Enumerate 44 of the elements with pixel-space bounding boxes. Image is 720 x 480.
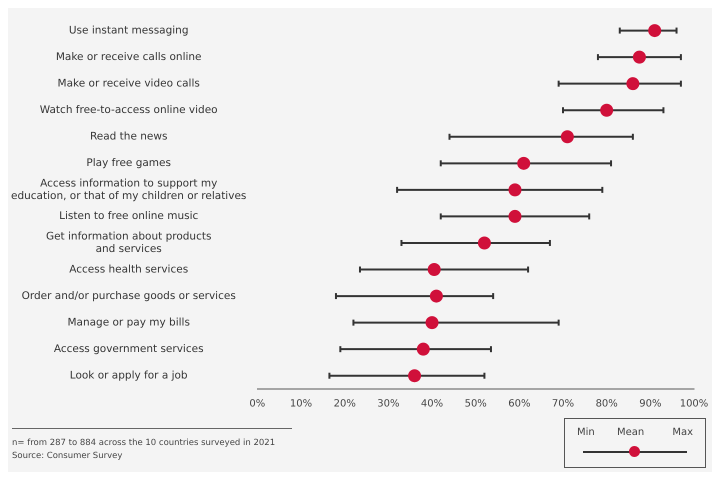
text: Max	[672, 427, 693, 438]
x-tick-label: 90%	[639, 398, 662, 410]
y-tick-label: Manage or pay my bills	[67, 316, 190, 328]
x-tick-label: 100%	[680, 398, 708, 410]
y-tick-label: Make or receive video calls	[58, 77, 200, 90]
y-tick-label: Play free games	[86, 157, 171, 170]
y-tick-label: Access information to support my education, or that of my children or relatives	[11, 177, 246, 202]
source-note: Source: Consumer Survey	[12, 450, 124, 463]
y-tick-label: Listen to free online music	[59, 210, 198, 222]
text: Mean	[617, 427, 644, 438]
point	[648, 24, 662, 38]
point	[430, 290, 443, 303]
y-tick-label: Use instant messaging	[68, 24, 188, 36]
x-tick-label: 60%	[508, 398, 530, 410]
point	[560, 130, 574, 144]
point	[408, 369, 422, 382]
point	[508, 210, 522, 223]
y-tick-label: Watch free-to-access online video	[40, 104, 218, 116]
text: Min	[577, 427, 595, 438]
x-tick-label: 70%	[552, 398, 574, 410]
x-tick-label: 10%	[290, 398, 312, 410]
y-tick-label: Access government services	[54, 342, 204, 355]
y-tick-label: Access health services	[69, 263, 188, 276]
x-tick-label: 80%	[596, 398, 618, 410]
point	[600, 104, 614, 117]
y-tick-label: Get information about products and services	[46, 230, 212, 256]
y-tick-label: Order and/or purchase goods or services	[22, 290, 236, 302]
point	[416, 342, 430, 356]
point	[478, 236, 491, 250]
x-tick-label: 0%	[249, 398, 266, 410]
x-tick-label: 30%	[377, 398, 400, 410]
point	[508, 183, 522, 196]
point	[626, 77, 640, 90]
y-tick-label: Read the news	[90, 130, 168, 143]
x-tick-label: 40%	[420, 398, 444, 410]
x-tick-label: 20%	[334, 398, 356, 410]
y-tick-label: Look or apply for a job	[70, 369, 188, 382]
x-tick-label: 50%	[464, 398, 487, 410]
text: n= from 287 to 884 across the 10 countries surveyed in 2021	[12, 437, 276, 450]
point	[632, 50, 646, 64]
point	[426, 316, 439, 330]
y-tick-label: Make or receive calls online	[56, 50, 202, 63]
point	[517, 156, 530, 170]
point	[428, 263, 441, 276]
